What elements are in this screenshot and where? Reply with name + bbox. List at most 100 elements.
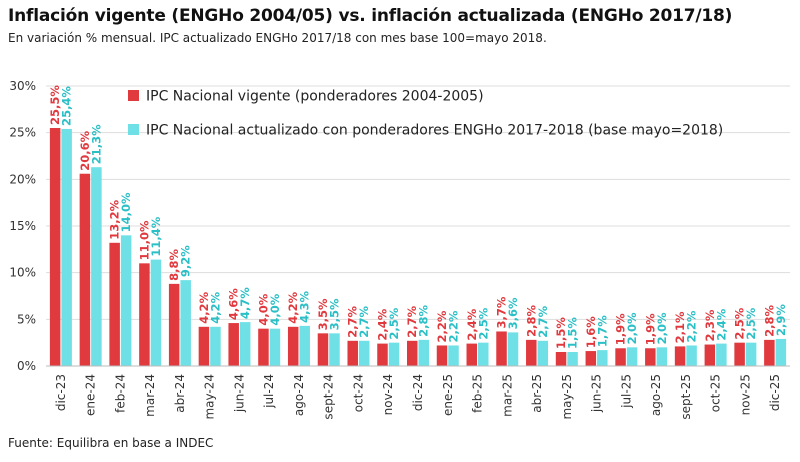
x-tick-label: jun-25 — [590, 374, 604, 413]
data-label-vigente: 2,4% — [375, 308, 389, 340]
y-tick-label: 0% — [17, 359, 36, 373]
legend-swatch-vigente — [128, 90, 139, 101]
data-label-actualizado: 1,5% — [566, 317, 580, 349]
data-label-actualizado: 1,7% — [595, 315, 609, 347]
data-label-actualizado: 25,4% — [60, 86, 74, 126]
data-label-actualizado: 2,5% — [476, 307, 490, 339]
data-label-actualizado: 9,2% — [179, 245, 193, 277]
bar-vigente — [436, 345, 448, 366]
bar-vigente — [526, 339, 537, 366]
y-tick-label: 30% — [9, 79, 36, 93]
x-tick-label: jul-25 — [619, 374, 633, 409]
bar-actualizado — [567, 352, 578, 366]
y-tick-label: 25% — [9, 126, 36, 140]
data-label-actualizado: 4,7% — [238, 287, 252, 319]
bar-vigente — [198, 326, 210, 366]
bar-vigente — [139, 263, 150, 366]
data-label-vigente: 2,8% — [524, 304, 538, 336]
bar-vigente — [377, 343, 388, 366]
bar-vigente — [287, 326, 299, 366]
data-label-actualizado: 2,2% — [685, 310, 699, 342]
bar-vigente — [228, 323, 239, 366]
bar-actualizado — [448, 345, 459, 366]
bar-actualizado — [716, 343, 727, 366]
chart-subtitle: En variación % mensual. IPC actualizado … — [8, 31, 547, 45]
bar-vigente — [704, 344, 716, 366]
bar-vigente — [258, 328, 269, 366]
bar-actualizado — [626, 347, 638, 366]
bar-vigente — [734, 342, 745, 366]
x-tick-label: jul-24 — [262, 374, 276, 409]
x-tick-label: sept-24 — [322, 374, 336, 420]
bar-actualizado — [180, 280, 191, 366]
y-tick-label: 10% — [9, 266, 36, 280]
x-tick-label: feb-25 — [471, 374, 485, 413]
bar-vigente — [645, 348, 656, 366]
data-label-actualizado: 2,2% — [447, 310, 461, 342]
x-tick-label: feb-24 — [113, 374, 127, 413]
bar-vigente — [347, 340, 358, 366]
data-label-actualizado: 4,2% — [208, 291, 222, 323]
bar-vigente — [496, 331, 507, 366]
x-tick-label: dic-24 — [411, 374, 425, 411]
data-label-vigente: 20,6% — [78, 130, 92, 170]
x-tick-label: dic-25 — [768, 374, 782, 411]
data-label-vigente: 2,2% — [435, 310, 449, 342]
x-tick-label: mar-25 — [500, 374, 514, 417]
bar-vigente — [615, 348, 626, 366]
bar-vigente — [466, 343, 478, 366]
legend-swatch-actualizado — [128, 124, 139, 135]
data-label-vigente: 2,4% — [465, 308, 479, 340]
bar-actualizado — [597, 350, 608, 366]
bar-vigente — [317, 333, 329, 366]
bar-actualizado — [120, 235, 132, 366]
bar-vigente — [555, 352, 567, 366]
data-label-actualizado: 2,5% — [387, 307, 401, 339]
data-label-actualizado: 3,5% — [327, 298, 341, 330]
x-tick-label: ago-25 — [649, 374, 663, 416]
data-label-vigente: 1,9% — [643, 313, 657, 345]
data-label-vigente: 2,8% — [762, 304, 776, 336]
x-tick-label: sept-25 — [679, 374, 693, 420]
bar-vigente — [407, 340, 418, 366]
legend-label-actualizado: IPC Nacional actualizado con ponderadore… — [146, 123, 723, 139]
y-tick-label: 5% — [17, 312, 36, 326]
data-label-vigente: 1,9% — [614, 313, 628, 345]
x-tick-label: abr-25 — [530, 374, 544, 413]
bar-vigente — [79, 173, 91, 366]
data-label-actualizado: 11,4% — [149, 216, 163, 256]
x-tick-label: mar-24 — [143, 374, 157, 417]
data-label-vigente: 1,5% — [554, 317, 568, 349]
bar-actualizado — [745, 342, 757, 366]
bar-actualizado — [388, 342, 400, 366]
x-tick-label: nov-25 — [738, 374, 752, 415]
data-label-vigente: 4,0% — [256, 293, 270, 325]
data-label-vigente: 2,1% — [673, 311, 687, 343]
data-label-actualizado: 4,0% — [268, 293, 282, 325]
x-tick-label: may-24 — [203, 374, 217, 420]
bar-vigente — [764, 339, 775, 366]
x-tick-label: may-25 — [560, 374, 574, 420]
x-tick-label: dic-23 — [54, 374, 68, 411]
data-label-actualizado: 21,3% — [89, 124, 103, 164]
bar-vigente — [109, 242, 120, 366]
data-label-vigente: 3,5% — [316, 298, 330, 330]
x-tick-label: ene-24 — [84, 374, 98, 416]
bar-actualizado — [269, 328, 281, 366]
x-tick-label: ago-24 — [292, 374, 306, 416]
x-tick-label: nov-24 — [381, 374, 395, 415]
data-label-vigente: 4,6% — [227, 288, 241, 320]
data-label-vigente: 2,7% — [405, 305, 419, 337]
data-label-actualizado: 2,8% — [417, 304, 431, 336]
y-tick-label: 20% — [9, 172, 36, 186]
data-label-actualizado: 4,3% — [298, 290, 312, 322]
data-label-actualizado: 2,7% — [536, 305, 550, 337]
bar-actualizado — [91, 167, 102, 366]
data-label-vigente: 2,7% — [346, 305, 360, 337]
bar-vigente — [168, 283, 180, 366]
data-label-actualizado: 2,9% — [774, 304, 788, 336]
data-label-actualizado: 2,5% — [744, 307, 758, 339]
x-tick-label: oct-24 — [351, 374, 365, 412]
data-label-actualizado: 2,0% — [655, 312, 669, 344]
